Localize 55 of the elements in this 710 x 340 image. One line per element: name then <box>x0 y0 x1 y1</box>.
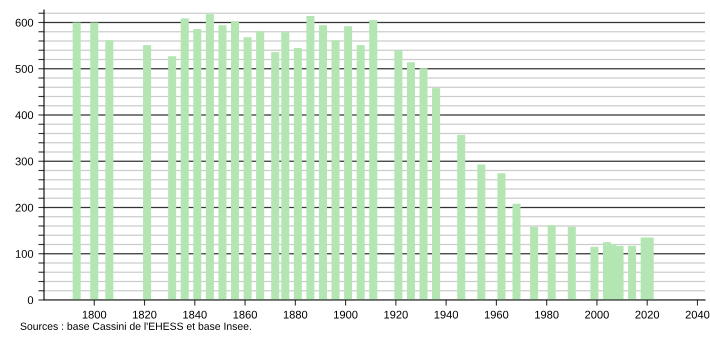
x-tick-label: 1920 <box>384 310 408 319</box>
x-tick-label: 2000 <box>585 310 609 319</box>
bar <box>432 88 440 300</box>
bar <box>281 32 290 300</box>
bar <box>548 225 556 300</box>
bar <box>206 14 214 300</box>
bar <box>306 16 314 300</box>
x-tick-label: 1880 <box>284 310 308 319</box>
bar <box>568 226 576 300</box>
bar <box>143 45 152 300</box>
y-tick-label: 300 <box>15 158 34 166</box>
y-tick-label: 100 <box>16 250 34 258</box>
y-tick-label: 400 <box>15 111 34 120</box>
bar <box>332 40 340 300</box>
bar <box>590 246 598 300</box>
x-tick-label: 2040 <box>686 310 710 319</box>
y-tick-label: 200 <box>16 204 34 212</box>
bar <box>90 22 98 300</box>
x-tick-label: 1900 <box>334 310 358 319</box>
bar <box>271 52 280 300</box>
bar <box>218 25 226 300</box>
x-tick-label: 1800 <box>82 310 106 319</box>
bar <box>318 25 327 300</box>
bar <box>530 226 538 300</box>
bar <box>230 21 240 300</box>
bar <box>193 28 202 300</box>
bar <box>369 20 378 300</box>
bar <box>497 173 506 300</box>
y-tick-label: 600 <box>16 18 34 27</box>
bar <box>256 31 264 300</box>
bar <box>168 56 176 300</box>
bar <box>512 204 521 300</box>
y-tick-label: 500 <box>15 65 34 73</box>
bar <box>344 26 352 300</box>
bar <box>244 37 252 300</box>
bar <box>419 68 428 300</box>
bar <box>457 134 466 300</box>
x-tick-label: 1940 <box>434 310 458 319</box>
x-tick-label: 1960 <box>484 310 508 319</box>
bar <box>180 18 189 300</box>
bar <box>105 40 114 300</box>
bar <box>477 164 486 300</box>
bar <box>356 45 365 300</box>
x-tick-label: 1820 <box>133 310 156 319</box>
bar <box>72 22 81 300</box>
bar <box>394 50 402 300</box>
x-tick-label: 1860 <box>234 310 257 319</box>
bar <box>406 62 415 300</box>
bar <box>628 246 636 300</box>
x-tick-label: 1840 <box>183 310 207 319</box>
x-tick-label: 1980 <box>535 310 559 319</box>
source-note: Sources : base Cassini de l'EHESS et base Insee. <box>20 322 251 330</box>
x-tick-label: 2020 <box>635 310 660 319</box>
bar <box>294 48 302 300</box>
y-tick-label: 0 <box>28 296 34 304</box>
